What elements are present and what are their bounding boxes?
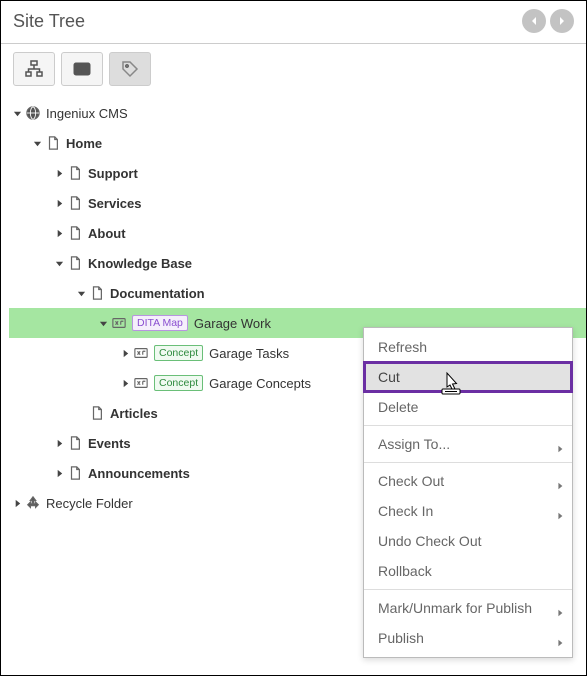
menu-refresh[interactable]: Refresh [364,332,572,362]
menu-label: Publish [378,630,424,646]
expand-toggle[interactable] [75,287,87,299]
tree-label: Knowledge Base [88,256,192,271]
menu-delete[interactable]: Delete [364,392,572,422]
tree-label: Recycle Folder [46,496,133,511]
page-icon [46,136,60,150]
page-icon [68,196,82,210]
toolbar-structure-button[interactable] [13,52,55,86]
concept-badge: Concept [154,375,203,391]
menu-separator [364,425,572,426]
tree-node-documentation[interactable]: Documentation [9,278,586,308]
tree-label: About [88,226,126,241]
tree-node-about[interactable]: About [9,218,586,248]
structure-icon [25,60,43,78]
expand-toggle[interactable] [97,317,109,329]
submenu-arrow-icon [556,440,564,448]
page-icon [90,286,104,300]
tree-node-support[interactable]: Support [9,158,586,188]
page-icon [68,226,82,240]
menu-label: Assign To... [378,436,450,452]
tree-label: Services [88,196,142,211]
expand-toggle[interactable] [53,437,65,449]
dita-icon [134,346,148,360]
page-icon [68,256,82,270]
submenu-arrow-icon [556,634,564,642]
nav-forward-button[interactable] [550,9,574,33]
expand-toggle[interactable] [53,167,65,179]
expand-toggle[interactable] [53,257,65,269]
tree-node-knowledge-base[interactable]: Knowledge Base [9,248,586,278]
tree-label: Garage Concepts [209,376,311,391]
submenu-arrow-icon [556,604,564,612]
toolbar-tag-button[interactable] [109,52,151,86]
dita-icon [134,376,148,390]
menu-label: Mark/Unmark for Publish [378,600,532,616]
tree-node-services[interactable]: Services [9,188,586,218]
nav-back-button[interactable] [522,9,546,33]
globe-icon [26,106,40,120]
tree-label: Ingeniux CMS [46,106,128,121]
chevron-left-icon [529,16,539,26]
menu-publish[interactable]: Publish [364,623,572,653]
tree-node-root[interactable]: Ingeniux CMS [9,98,586,128]
menu-separator [364,462,572,463]
menu-label: Check In [378,503,433,519]
tree-label: Home [66,136,102,151]
panel-title: Site Tree [13,11,85,32]
page-icon [90,406,104,420]
tree-label: Garage Tasks [209,346,289,361]
tree-label: Documentation [110,286,205,301]
nav-arrows [522,9,574,33]
toolbar-language-button[interactable] [61,52,103,86]
menu-undo-check-out[interactable]: Undo Check Out [364,526,572,556]
page-icon [68,466,82,480]
page-icon [68,166,82,180]
page-icon [68,436,82,450]
menu-check-out[interactable]: Check Out [364,466,572,496]
expand-toggle[interactable] [53,197,65,209]
menu-separator [364,589,572,590]
recycle-icon [26,496,40,510]
tag-icon [121,60,139,78]
menu-rollback[interactable]: Rollback [364,556,572,586]
menu-label: Check Out [378,473,444,489]
panel-header: Site Tree [1,1,586,44]
submenu-arrow-icon [556,507,564,515]
language-icon [73,60,91,78]
expand-toggle[interactable] [53,467,65,479]
expand-toggle[interactable] [11,497,23,509]
tree-label: Events [88,436,131,451]
expand-toggle[interactable] [119,377,131,389]
tree-label: Articles [110,406,158,421]
expand-toggle[interactable] [53,227,65,239]
tree-label: Announcements [88,466,190,481]
dita-icon [112,316,126,330]
menu-cut[interactable]: Cut [364,362,572,392]
chevron-right-icon [557,16,567,26]
menu-check-in[interactable]: Check In [364,496,572,526]
submenu-arrow-icon [556,477,564,485]
tree-label: Garage Work [194,316,271,331]
menu-assign-to[interactable]: Assign To... [364,429,572,459]
expand-toggle[interactable] [11,107,23,119]
expand-toggle[interactable] [119,347,131,359]
context-menu: Refresh Cut Delete Assign To... Check Ou… [363,327,573,658]
toolbar [1,44,586,94]
expand-toggle[interactable] [31,137,43,149]
menu-mark-unmark-publish[interactable]: Mark/Unmark for Publish [364,593,572,623]
dita-map-badge: DITA Map [132,315,188,331]
tree-node-home[interactable]: Home [9,128,586,158]
concept-badge: Concept [154,345,203,361]
tree-label: Support [88,166,138,181]
